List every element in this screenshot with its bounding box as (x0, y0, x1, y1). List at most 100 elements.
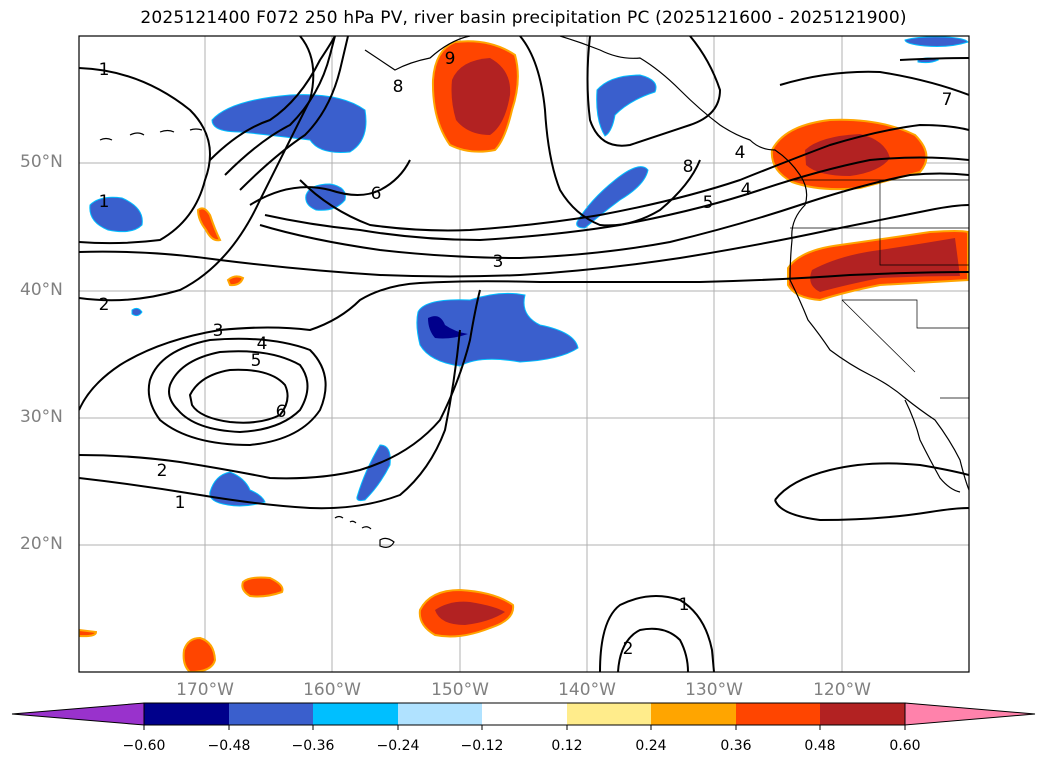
colorbar-tick-label: −0.48 (207, 738, 251, 754)
contour-label: 8 (393, 77, 404, 97)
contour-label: 8 (683, 157, 694, 177)
neg-blob-sw (209, 471, 266, 507)
contour-labels: 1 1 2 3 4 5 6 6 3 5 4 8 7 2 1 1 2 9 8 4 (99, 49, 953, 659)
lon-label-170w: 170°W (176, 680, 234, 700)
pos-blob-sw-mid (241, 576, 284, 598)
contour-label: 9 (445, 49, 456, 69)
colorbar-tick-label: −0.36 (291, 738, 335, 754)
contour-label: 1 (679, 595, 690, 615)
colorbar-segment (144, 703, 229, 725)
contour-label: 1 (99, 60, 110, 80)
contour-mid-1 (519, 36, 701, 227)
colorbar-extend-low (11, 702, 145, 726)
contour-1-bottom (599, 595, 715, 672)
contour-closed-5 (168, 350, 309, 434)
colorbar-segment (398, 703, 482, 725)
colorbar-segment (651, 703, 736, 725)
contour-label: 1 (175, 493, 186, 513)
neg-blob-small-1 (305, 183, 346, 211)
positive-anomaly-areas (79, 40, 969, 672)
colorbar (11, 702, 1036, 730)
colorbar-tick-label: −0.24 (376, 738, 420, 754)
colorbar-segment (482, 703, 567, 725)
contour-label: 5 (703, 193, 714, 213)
neg-blob-gulf-alaska (211, 94, 367, 153)
neg-blob-central-core (428, 316, 468, 339)
lat-label-30n: 30°N (20, 407, 63, 427)
pos-blob-left-edge (79, 628, 98, 638)
colorbar-tick-label: 0.12 (551, 738, 583, 754)
colorbar-segment (229, 703, 313, 725)
contour-2-north (79, 36, 315, 302)
pos-blob-sw-bottom (182, 636, 217, 672)
contour-closed-6 (188, 368, 289, 424)
contour-7b (899, 57, 969, 61)
lat-label-40n: 40°N (20, 280, 63, 300)
hawaii-islands (334, 515, 395, 548)
coastlines (99, 36, 969, 548)
contour-3 (209, 36, 336, 161)
contour-jet-4 (299, 123, 969, 232)
contour-2-south (79, 289, 481, 480)
lon-label-150w: 150°W (431, 680, 489, 700)
neg-blob-hawaii-n (356, 444, 391, 502)
contour-1-alaska (586, 36, 722, 147)
colorbar-segment (313, 703, 398, 725)
colorbar-segment (567, 703, 651, 725)
contour-label: 1 (99, 192, 110, 212)
pos-blob-wpac-2 (226, 275, 245, 287)
contour-label: 2 (623, 639, 634, 659)
contour-label: 3 (493, 252, 504, 272)
neg-blob-westpac (89, 196, 143, 233)
colorbar-tick-label: −0.60 (122, 738, 166, 754)
contour-2-bottom (617, 627, 689, 672)
colorbar-frame (143, 702, 906, 726)
contour-4 (224, 36, 336, 176)
contour-label: 7 (942, 90, 953, 110)
colorbar-tick-label: 0.60 (889, 738, 921, 754)
contour-label: 2 (99, 295, 110, 315)
contour-label: 6 (276, 402, 287, 422)
contour-3-south (79, 271, 969, 411)
contour-jet-2 (259, 172, 969, 260)
lon-label-140w: 140°W (558, 680, 616, 700)
colorbar-tick-label: 0.48 (804, 738, 836, 754)
contour-1-north (79, 67, 211, 245)
neg-blob-alaska (596, 74, 657, 137)
colorbar-tick-label: −0.12 (460, 738, 504, 754)
contour-label: 4 (257, 334, 268, 354)
contour-label: 4 (735, 143, 746, 163)
contour-label: 5 (251, 351, 262, 371)
neg-blob-top-right (904, 36, 969, 47)
contour-1-se (774, 462, 969, 501)
map-title: 2025121400 F072 250 hPa PV, river basin … (140, 8, 907, 28)
lon-label-120w: 120°W (813, 680, 871, 700)
colorbar-segment (736, 703, 820, 725)
lon-label-130w: 130°W (685, 680, 743, 700)
lat-label-50n: 50°N (20, 152, 63, 172)
colorbar-extend-high (904, 702, 1036, 726)
contour-label: 2 (157, 461, 168, 481)
neg-blob-diagonal (576, 166, 649, 229)
contour-1-south (79, 329, 461, 510)
contour-jet-3 (79, 204, 969, 278)
pos-blob-gulf-core (451, 58, 511, 135)
colorbar-tick-label: 0.36 (720, 738, 752, 754)
aleutians (99, 128, 203, 141)
coastline-baja (904, 399, 961, 493)
contour-label: 4 (741, 180, 752, 200)
contour-6 (249, 159, 411, 206)
contour-label: 6 (371, 184, 382, 204)
pv-contours (79, 36, 969, 672)
map-frame (78, 35, 970, 673)
pos-blob-pnw-north-core (805, 134, 890, 176)
colorbar-tick-label: 0.24 (635, 738, 667, 754)
contour-label: 3 (213, 321, 224, 341)
lat-label-20n: 20°N (20, 534, 63, 554)
contour-closed-4 (147, 337, 327, 447)
contour-5 (239, 36, 349, 191)
colorbar-segment (820, 703, 905, 725)
pos-blob-south-core (435, 601, 505, 625)
gridlines (79, 36, 969, 672)
